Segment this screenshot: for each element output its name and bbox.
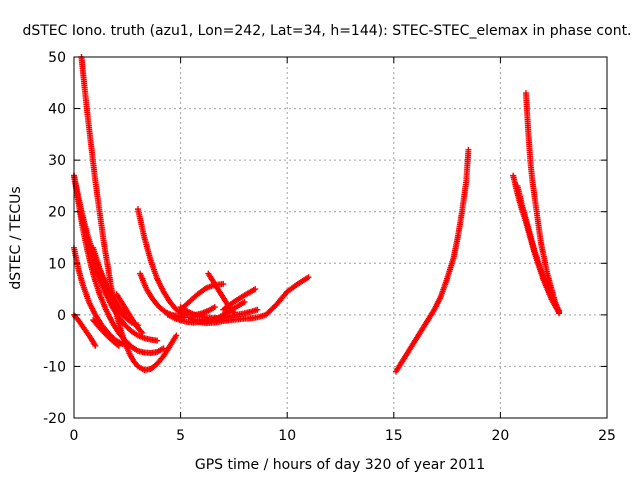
data-point xyxy=(138,328,145,335)
data-series xyxy=(220,286,259,313)
y-tick-label: 30 xyxy=(48,153,66,169)
y-axis-label: dSTEC / TECUs xyxy=(8,186,24,289)
data-series xyxy=(392,146,472,375)
data-series xyxy=(71,311,99,349)
data-point xyxy=(124,342,131,349)
data-point xyxy=(160,345,167,352)
data-series xyxy=(186,274,312,327)
data-series xyxy=(78,54,180,374)
data-point xyxy=(115,342,122,349)
y-tick-label: 0 xyxy=(57,308,66,324)
grid xyxy=(74,57,607,418)
data-series xyxy=(514,182,563,314)
data-point xyxy=(211,304,218,311)
x-tick-label: 10 xyxy=(278,428,296,444)
data-series xyxy=(90,244,129,318)
x-tick-label: 25 xyxy=(598,428,616,444)
data-point xyxy=(254,306,261,313)
data-point xyxy=(241,298,248,305)
data-point xyxy=(305,274,312,281)
data-series xyxy=(215,298,248,321)
data-point xyxy=(220,280,227,287)
data-point xyxy=(92,342,99,349)
x-tick-label: 15 xyxy=(385,428,403,444)
data-point xyxy=(154,337,161,344)
data-series xyxy=(134,206,218,318)
data-point xyxy=(556,310,563,317)
plot-frame xyxy=(73,56,608,419)
data-series xyxy=(113,291,146,336)
data-point xyxy=(252,286,259,293)
x-tick-label: 20 xyxy=(491,428,509,444)
data-series xyxy=(522,90,563,317)
x-tick-label: 0 xyxy=(70,428,79,444)
data-point xyxy=(465,146,472,153)
plot-area xyxy=(71,54,563,375)
data-point xyxy=(114,341,121,348)
data-series xyxy=(177,280,227,313)
y-tick-label: 20 xyxy=(48,205,66,221)
axis-ticks: 0 5 10 15 20 25 -20 -10 0 10 20 30 40 50 xyxy=(43,50,616,444)
chart-title: dSTEC Iono. truth (azu1, Lon=242, Lat=34… xyxy=(22,23,631,39)
x-tick-label: 5 xyxy=(176,428,185,444)
y-tick-label: -10 xyxy=(43,359,66,375)
data-point xyxy=(139,329,146,336)
data-point xyxy=(173,332,180,339)
x-axis-label: GPS time / hours of day 320 of year 2011 xyxy=(195,457,485,473)
y-tick-label: -20 xyxy=(43,411,66,427)
data-series xyxy=(77,208,161,344)
data-series xyxy=(137,270,188,321)
y-tick-label: 10 xyxy=(48,256,66,272)
y-tick-label: 40 xyxy=(48,102,66,118)
data-series xyxy=(90,317,122,349)
y-tick-label: 50 xyxy=(48,50,66,66)
